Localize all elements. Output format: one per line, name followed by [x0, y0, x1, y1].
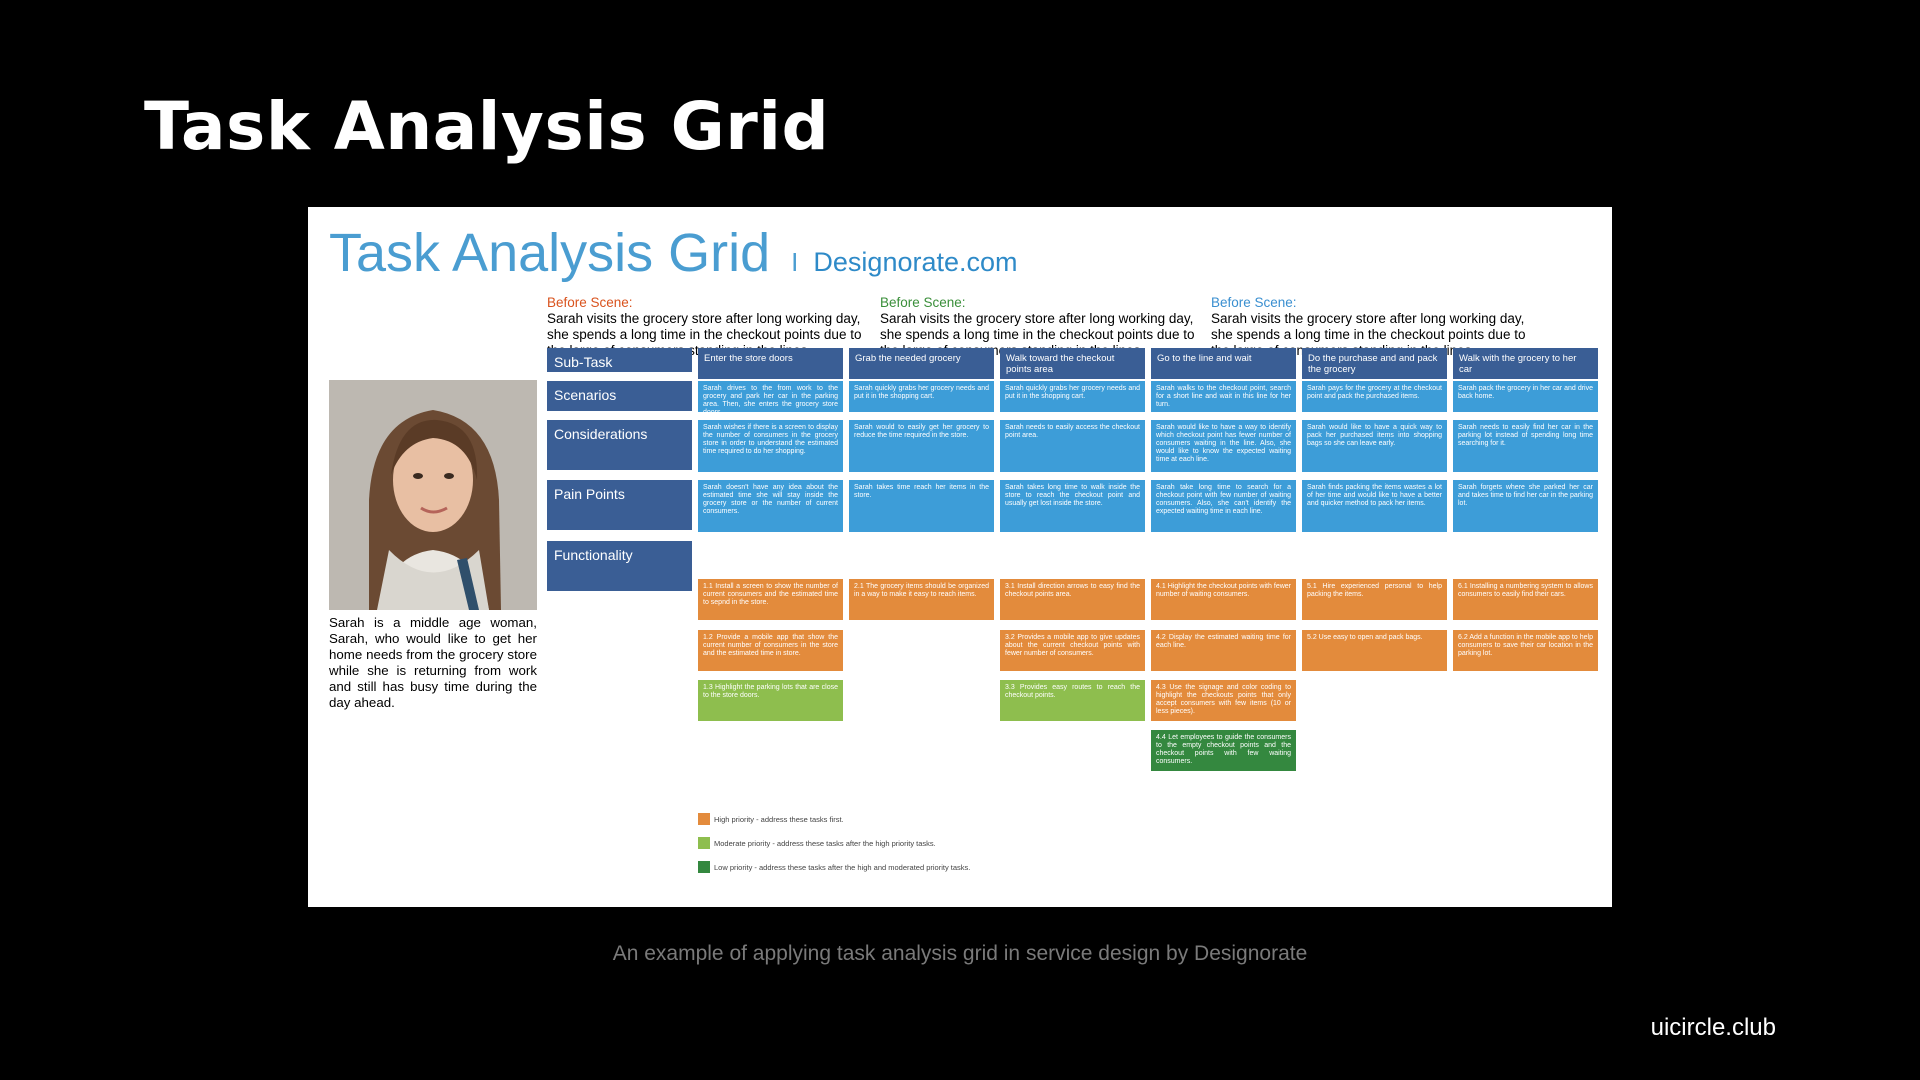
slide-title: Task Analysis Grid — [144, 88, 830, 165]
persona-photo — [329, 380, 537, 610]
pain-point-cell: Sarah takes long time to walk inside the… — [1000, 480, 1145, 532]
functionality-cell: 3.1 Install direction arrows to easy fin… — [1000, 579, 1145, 620]
scene-label: Before Scene: — [1211, 295, 1297, 310]
row-label-functionality: Functionality — [547, 541, 692, 591]
persona-portrait-illustration — [329, 380, 537, 610]
pain-point-cell: Sarah take long time to search for a che… — [1151, 480, 1296, 532]
subtask-cell: Enter the store doors — [698, 348, 843, 379]
functionality-cell: 1.2 Provide a mobile app that show the c… — [698, 630, 843, 671]
persona-description: Sarah is a middle age woman, Sarah, who … — [329, 615, 537, 710]
row-label-subtask: Sub-Task — [547, 348, 692, 372]
functionality-cell: 4.3 Use the signage and color coding to … — [1151, 680, 1296, 721]
scenario-cell: Sarah pays for the grocery at the checko… — [1302, 381, 1447, 412]
legend-low: Low priority - address these tasks after… — [698, 861, 970, 873]
functionality-cell: 4.4 Let employees to guide the consumers… — [1151, 730, 1296, 771]
legend-text: Low priority - address these tasks after… — [714, 862, 971, 872]
functionality-cell: 5.2 Use easy to open and pack bags. — [1302, 630, 1447, 671]
title-separator: I — [791, 247, 799, 277]
subtask-cell: Do the purchase and and pack the grocery — [1302, 348, 1447, 379]
task-analysis-grid-image: Task Analysis Grid I Designorate.com Bef… — [308, 207, 1612, 907]
legend-high: High priority - address these tasks firs… — [698, 813, 844, 825]
consideration-cell: Sarah needs to easily find her car in th… — [1453, 420, 1598, 472]
subtask-cell: Walk with the grocery to her car — [1453, 348, 1598, 379]
legend-moderate: Moderate priority - address these tasks … — [698, 837, 936, 849]
pain-point-cell: Sarah doesn't have any idea about the es… — [698, 480, 843, 532]
grid-title: Task Analysis Grid I Designorate.com — [329, 222, 1018, 284]
functionality-cell: 1.3 Highlight the parking lots that are … — [698, 680, 843, 721]
before-scene-3: Before Scene: Sarah visits the grocery s… — [1211, 295, 1536, 359]
legend-text: Moderate priority - address these tasks … — [714, 838, 936, 848]
consideration-cell: Sarah would like to have a way to identi… — [1151, 420, 1296, 472]
functionality-cell: 3.2 Provides a mobile app to give update… — [1000, 630, 1145, 671]
row-label-pain-points: Pain Points — [547, 480, 692, 530]
pain-point-cell: Sarah forgets where she parked her car a… — [1453, 480, 1598, 532]
scene-label: Before Scene: — [547, 295, 633, 310]
functionality-cell: 6.2 Add a function in the mobile app to … — [1453, 630, 1598, 671]
legend-swatch — [698, 861, 710, 873]
functionality-cell: 2.1 The grocery items should be organize… — [849, 579, 994, 620]
consideration-cell: Sarah would like to have a quick way to … — [1302, 420, 1447, 472]
subtask-cell: Walk toward the checkout points area — [1000, 348, 1145, 379]
consideration-cell: Sarah would to easily get her grocery to… — [849, 420, 994, 472]
functionality-cell: 3.3 Provides easy routes to reach the ch… — [1000, 680, 1145, 721]
scenario-cell: Sarah quickly grabs her grocery needs an… — [1000, 381, 1145, 412]
scenario-cell: Sarah walks to the checkout point, searc… — [1151, 381, 1296, 412]
functionality-cell: 5.1 Hire experienced personal to help pa… — [1302, 579, 1447, 620]
pain-point-cell: Sarah takes time reach her items in the … — [849, 480, 994, 532]
consideration-cell: Sarah wishes if there is a screen to dis… — [698, 420, 843, 472]
grid-title-text: Task Analysis Grid — [329, 223, 771, 283]
image-caption: An example of applying task analysis gri… — [612, 942, 1308, 965]
functionality-cell: 6.1 Installing a numbering system to all… — [1453, 579, 1598, 620]
subtask-cell: Go to the line and wait — [1151, 348, 1296, 379]
row-label-scenarios: Scenarios — [547, 381, 692, 411]
scenario-cell: Sarah drives to the from work to the gro… — [698, 381, 843, 412]
legend-text: High priority - address these tasks firs… — [714, 814, 844, 824]
scenario-cell: Sarah quickly grabs her grocery needs an… — [849, 381, 994, 412]
subtask-cell: Grab the needed grocery — [849, 348, 994, 379]
row-label-considerations: Considerations — [547, 420, 692, 470]
site-name: Designorate.com — [813, 247, 1018, 277]
scenario-cell: Sarah pack the grocery in her car and dr… — [1453, 381, 1598, 412]
legend-swatch — [698, 837, 710, 849]
consideration-cell: Sarah needs to easily access the checkou… — [1000, 420, 1145, 472]
brand-watermark: uicircle.club — [1650, 1014, 1776, 1041]
pain-point-cell: Sarah finds packing the items wastes a l… — [1302, 480, 1447, 532]
scene-label: Before Scene: — [880, 295, 966, 310]
legend-swatch — [698, 813, 710, 825]
functionality-cell: 4.2 Display the estimated waiting time f… — [1151, 630, 1296, 671]
functionality-cell: 4.1 Highlight the checkout points with f… — [1151, 579, 1296, 620]
functionality-cell: 1.1 Install a screen to show the number … — [698, 579, 843, 620]
